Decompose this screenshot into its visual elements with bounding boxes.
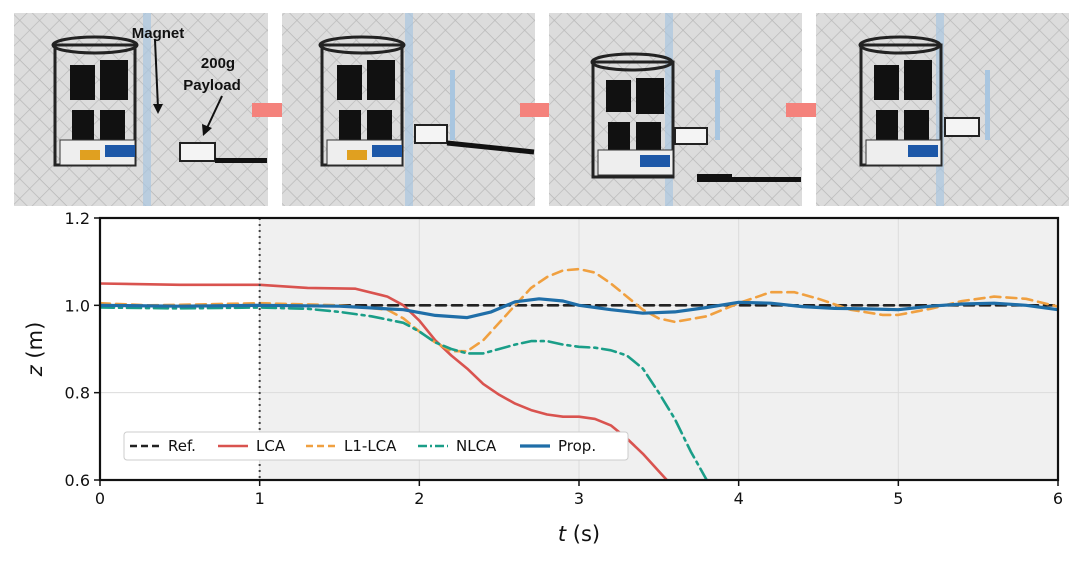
magnet-image bbox=[944, 117, 980, 137]
drone-image bbox=[51, 35, 139, 167]
series-line-lca bbox=[100, 282, 669, 480]
x-tick-label: 3 bbox=[574, 489, 584, 508]
payload-image bbox=[697, 174, 732, 182]
drone-image bbox=[590, 52, 675, 179]
z-vs-time-chart: 0 1 2 3 4 5 6 0.6 0.8 1.0 1.2 t (s) z (m) Ref. LCA… bbox=[23, 209, 1063, 546]
legend-label: LCA bbox=[256, 437, 286, 455]
x-tick-label: 2 bbox=[414, 489, 424, 508]
y-tick-label: 0.8 bbox=[65, 384, 90, 403]
y-tick-label: 1.0 bbox=[65, 296, 90, 315]
legend-label: L1-LCA bbox=[344, 437, 397, 455]
drone-image bbox=[858, 35, 943, 167]
photo-strip: Magnet 200g Payload bbox=[14, 13, 1069, 206]
payload-image bbox=[414, 124, 448, 144]
payload-image bbox=[179, 142, 216, 162]
legend-label: Ref. bbox=[168, 437, 196, 455]
x-axis: 0 1 2 3 4 5 6 bbox=[95, 480, 1063, 508]
series-line-nlca bbox=[100, 306, 708, 480]
annotation-payload-line1: 200g bbox=[201, 55, 235, 72]
photo-panel-3 bbox=[549, 13, 802, 206]
y-tick-label: 1.2 bbox=[65, 209, 90, 228]
x-tick-label: 0 bbox=[95, 489, 105, 508]
legend-box bbox=[123, 431, 629, 461]
annotation-magnet: Magnet bbox=[132, 25, 185, 42]
photo-panel-1: Magnet 200g Payload bbox=[14, 13, 268, 206]
photo-panel-4 bbox=[816, 13, 1069, 206]
x-tick-label: 6 bbox=[1053, 489, 1063, 508]
x-tick-label: 1 bbox=[255, 489, 265, 508]
x-tick-label: 4 bbox=[734, 489, 744, 508]
annotation-payload-line2: Payload bbox=[183, 77, 241, 94]
x-axis-title: t (s) bbox=[558, 522, 600, 546]
photo-panel-2 bbox=[282, 13, 535, 206]
series-line-l1-lca bbox=[100, 267, 1058, 353]
drone-image bbox=[318, 35, 406, 167]
legend-label: NLCA bbox=[456, 437, 497, 455]
legend-label: Prop. bbox=[558, 437, 596, 455]
legend: Ref. LCA L1-LCA NLCA Prop. bbox=[123, 431, 629, 461]
series-line-prop bbox=[100, 297, 1058, 320]
x-tick-label: 5 bbox=[893, 489, 903, 508]
y-tick-label: 0.6 bbox=[65, 471, 90, 490]
y-axis: 0.6 0.8 1.0 1.2 bbox=[65, 209, 100, 490]
series-lines bbox=[100, 267, 1058, 480]
y-axis-title: z (m) bbox=[23, 322, 47, 378]
